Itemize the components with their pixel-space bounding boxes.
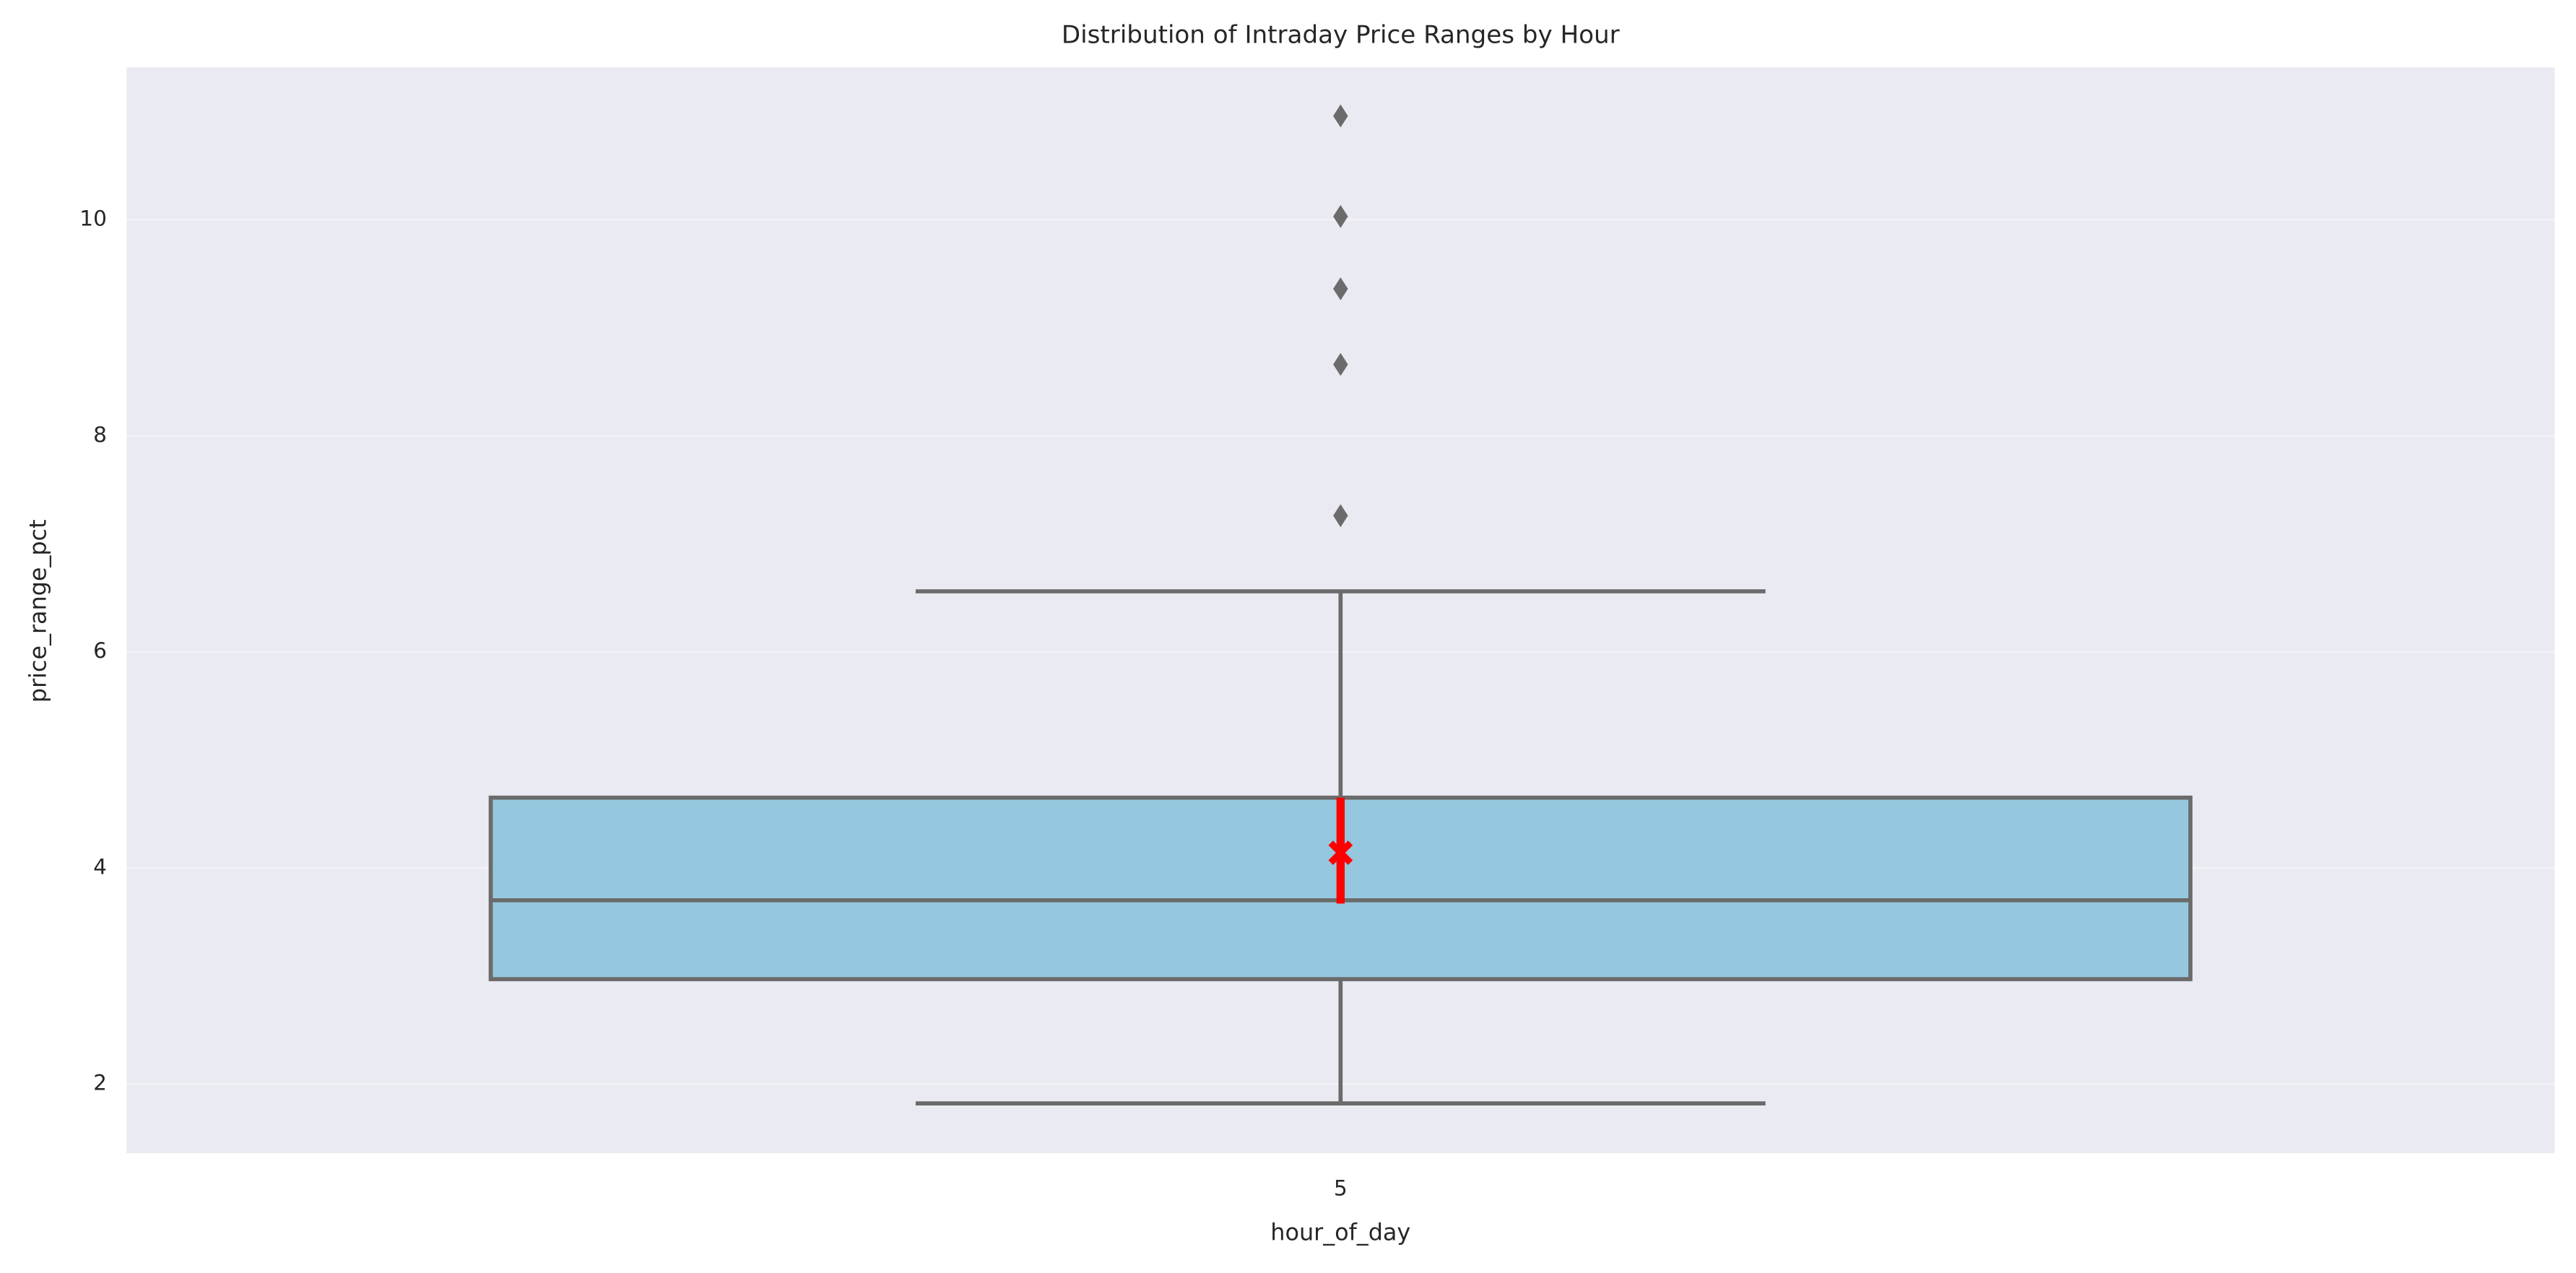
mean-marker <box>1328 840 1353 865</box>
chart-title: Distribution of Intraday Price Ranges by… <box>1062 21 1621 50</box>
outlier <box>1333 204 1348 228</box>
y-tick-label: 6 <box>93 638 107 663</box>
outlier <box>1333 504 1348 528</box>
y-tick-label: 4 <box>93 854 107 879</box>
y-tick-label: 2 <box>93 1071 107 1095</box>
y-tick-label: 10 <box>79 207 107 231</box>
y-axis-label: price_range_pct <box>25 519 52 703</box>
y-tick-label: 8 <box>93 422 107 447</box>
outlier <box>1333 352 1348 376</box>
outlier <box>1333 104 1348 128</box>
outlier <box>1333 277 1348 300</box>
x-tick-label: 5 <box>1334 1176 1348 1200</box>
x-axis-label: hour_of_day <box>1270 1218 1410 1246</box>
